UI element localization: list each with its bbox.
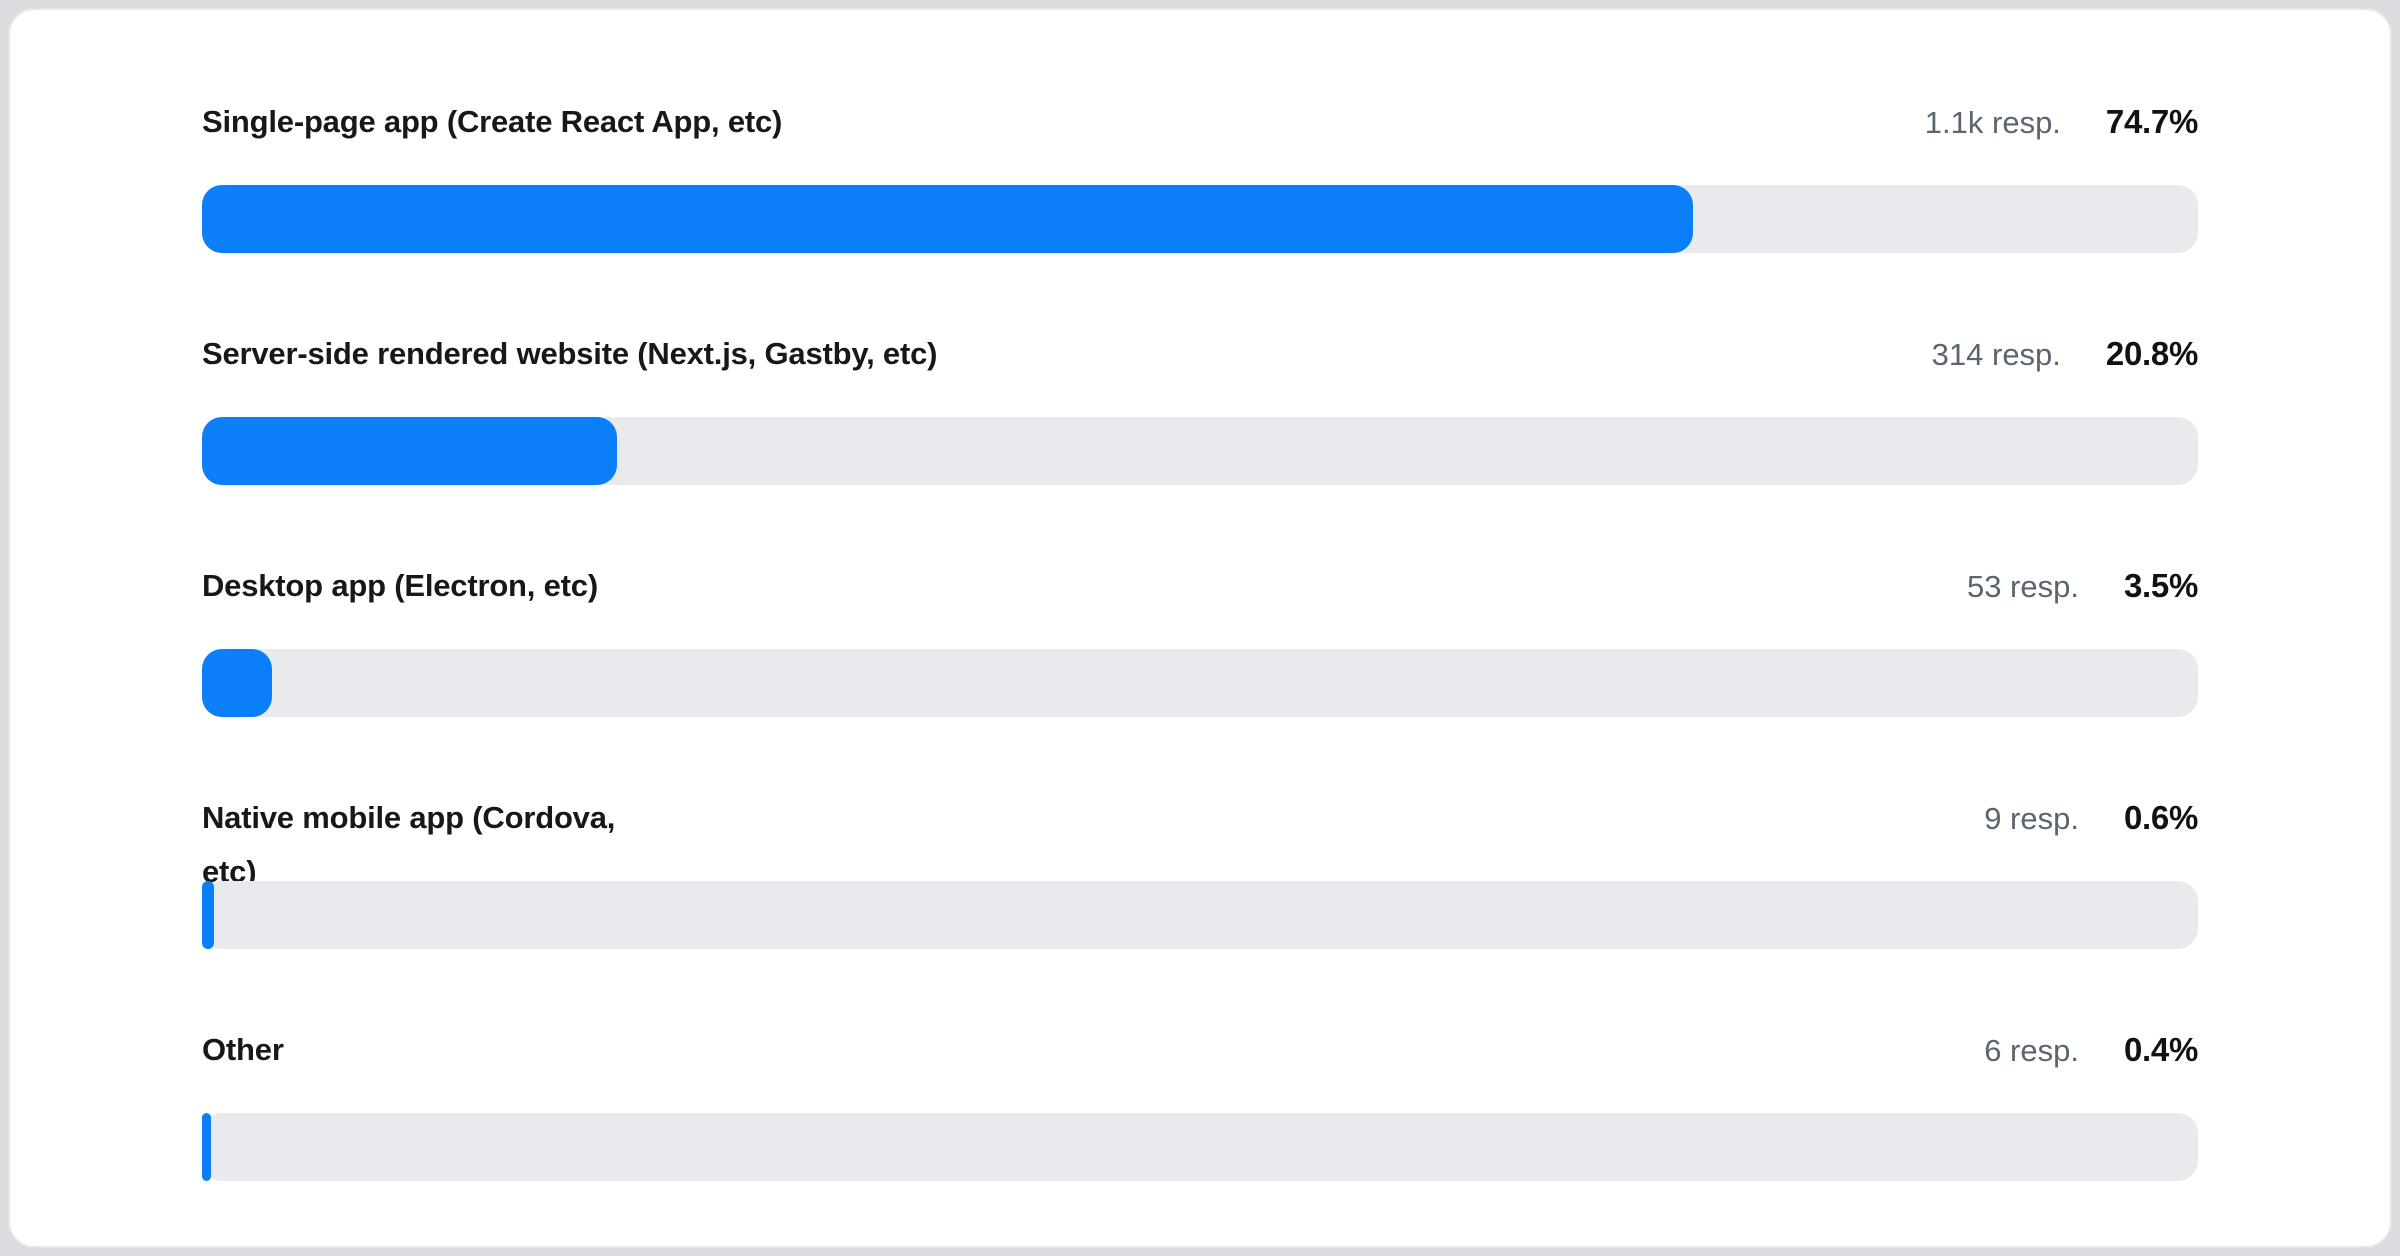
bar-fill (202, 185, 1693, 253)
responses-count: 6 resp. (1984, 1033, 2079, 1068)
row-header: Single-page app (Create React App, etc) … (202, 95, 2198, 185)
row-header: Desktop app (Electron, etc) 53 resp. 3.5… (202, 559, 2198, 649)
bar-fill (202, 881, 214, 949)
bar-track (202, 649, 2198, 717)
row-stats: 314 resp. 20.8% (1931, 327, 2199, 382)
bar-track (202, 1113, 2198, 1181)
option-label: Desktop app (Electron, etc) (202, 568, 598, 603)
option-label: Other (202, 1032, 284, 1067)
bar-fill (202, 649, 272, 717)
bar-fill (202, 1113, 211, 1181)
row-stats: 1.1k resp. 74.7% (1924, 95, 2199, 150)
bar-track (202, 881, 2198, 949)
bar-fill (202, 417, 618, 485)
row-stats: 6 resp. 0.4% (1984, 1023, 2198, 1078)
row-stats: 53 resp. 3.5% (1967, 559, 2198, 614)
percent-value: 0.4% (2123, 1031, 2198, 1068)
percent-value: 0.6% (2123, 799, 2198, 836)
percent-value: 20.8% (2105, 335, 2198, 372)
survey-option-row: Native mobile app (Cordova, etc) 9 resp.… (202, 791, 2198, 949)
survey-option-row: Single-page app (Create React App, etc) … (202, 95, 2198, 253)
survey-option-row: Server-side rendered website (Next.js, G… (202, 327, 2198, 485)
survey-results-card: Single-page app (Create React App, etc) … (8, 8, 2392, 1248)
row-header: Server-side rendered website (Next.js, G… (202, 327, 2198, 417)
bar-track (202, 417, 2198, 485)
bar-track (202, 185, 2198, 253)
row-header: Native mobile app (Cordova, etc) 9 resp.… (202, 791, 2198, 889)
responses-count: 314 resp. (1931, 337, 2061, 372)
option-label: Server-side rendered website (Next.js, G… (202, 336, 938, 371)
responses-count: 53 resp. (1966, 569, 2079, 604)
percent-value: 74.7% (2105, 103, 2198, 140)
survey-option-row: Desktop app (Electron, etc) 53 resp. 3.5… (202, 559, 2198, 717)
percent-value: 3.5% (2123, 567, 2198, 604)
row-stats: 9 resp. 0.6% (1984, 791, 2198, 846)
responses-count: 9 resp. (1984, 801, 2079, 836)
survey-option-row: Other 6 resp. 0.4% (202, 1023, 2198, 1181)
option-label: Single-page app (Create React App, etc) (202, 104, 783, 139)
row-header: Other 6 resp. 0.4% (202, 1023, 2198, 1113)
responses-count: 1.1k resp. (1924, 105, 2061, 140)
